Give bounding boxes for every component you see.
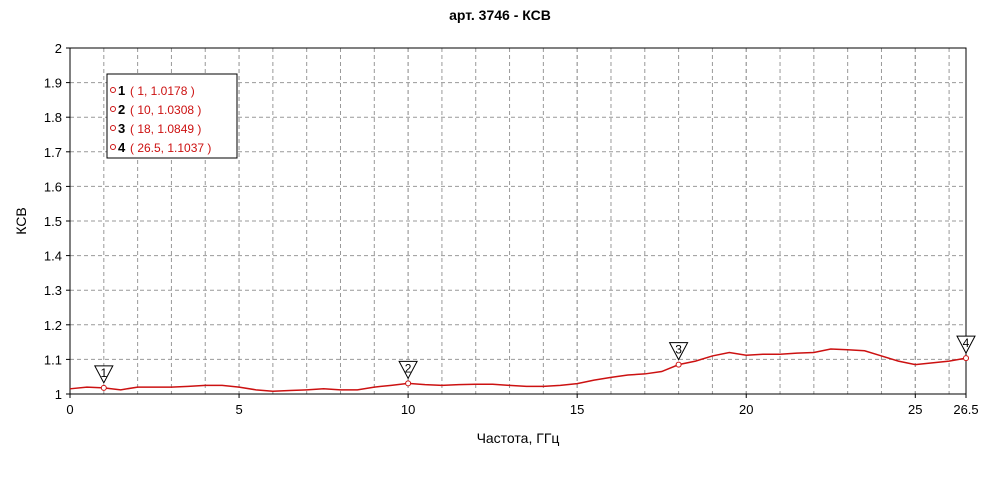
legend-value: ( 10, 1.0308 ) <box>130 103 201 117</box>
y-tick-label: 1.5 <box>44 214 62 229</box>
legend-value: ( 26.5, 1.1037 ) <box>130 141 211 155</box>
x-tick-label: 5 <box>235 402 242 417</box>
chart-title: арт. 3746 - КСВ <box>449 7 551 23</box>
marker-flag <box>956 335 976 355</box>
legend-value: ( 18, 1.0849 ) <box>130 122 201 136</box>
y-tick-label: 1.9 <box>44 76 62 91</box>
y-tick-label: 1.6 <box>44 179 62 194</box>
legend-number: 1 <box>118 83 125 98</box>
legend-value: ( 1, 1.0178 ) <box>130 84 195 98</box>
y-axis-label: КСВ <box>13 207 29 234</box>
x-tick-label: 25 <box>908 402 922 417</box>
marker-point <box>100 384 107 391</box>
marker-flag <box>668 342 689 361</box>
y-tick-label: 1.1 <box>44 352 62 367</box>
marker-label: 1 <box>100 366 107 380</box>
legend-number: 2 <box>118 102 125 117</box>
x-tick-label: 10 <box>401 402 415 417</box>
marker-flag <box>93 365 114 384</box>
legend-box <box>106 73 238 159</box>
y-tick-label: 1.2 <box>44 318 62 333</box>
y-tick-label: 2 <box>55 41 62 56</box>
marker-flag <box>398 360 418 380</box>
x-tick-label: 0 <box>66 402 73 417</box>
x-axis-label: Частота, ГГц <box>477 430 560 446</box>
legend-marker <box>110 106 116 112</box>
marker-label: 3 <box>675 343 682 357</box>
y-tick-label: 1.4 <box>44 249 62 264</box>
data-line <box>69 348 967 392</box>
y-tick-label: 1.8 <box>44 110 62 125</box>
marker-label: 4 <box>963 336 970 350</box>
marker-point <box>963 355 969 362</box>
marker-label: 2 <box>405 361 412 375</box>
legend-marker <box>110 144 116 150</box>
legend-number: 3 <box>118 121 125 136</box>
plot-frame <box>69 47 967 395</box>
legend-marker <box>110 87 116 93</box>
marker-point <box>405 380 412 387</box>
legend-marker <box>110 125 116 131</box>
x-tick-label: 15 <box>570 402 584 417</box>
y-tick-label: 1.3 <box>44 283 62 298</box>
marker-point <box>675 361 682 368</box>
y-tick-label: 1.7 <box>44 145 62 160</box>
legend-number: 4 <box>118 140 126 155</box>
y-tick-label: 1 <box>55 387 62 402</box>
x-tick-label: 20 <box>739 402 753 417</box>
x-tick-label: 26.5 <box>953 402 978 417</box>
